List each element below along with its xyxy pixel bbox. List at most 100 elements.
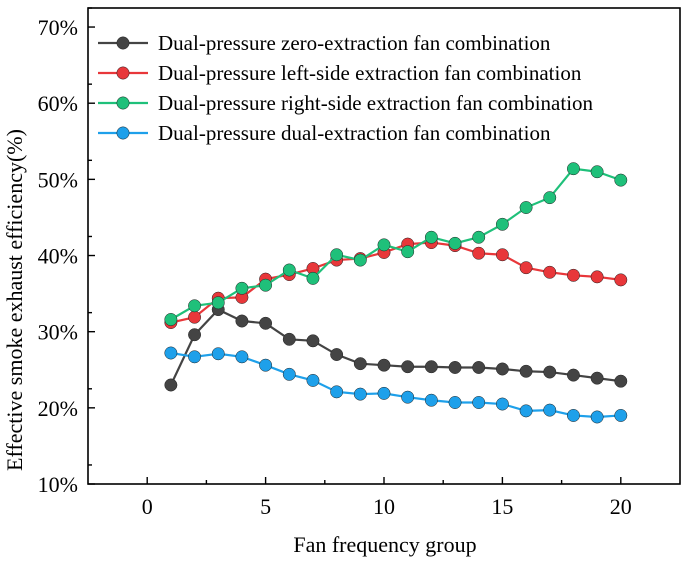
data-point [259,358,273,372]
data-point [519,404,533,418]
legend-marker [116,36,130,50]
legend-marker [116,66,130,80]
legend-entry: Dual-pressure left-side extraction fan c… [98,61,582,85]
series-2 [164,236,628,329]
y-tick-label: 50% [38,167,78,192]
data-point [543,403,557,417]
data-point [614,409,628,422]
data-point [566,368,580,382]
data-point [353,357,367,371]
data-point [519,364,533,378]
data-point [259,278,273,292]
data-point [614,273,628,287]
data-point [424,230,438,244]
data-point [519,261,533,275]
data-point [472,230,486,244]
data-point [330,248,344,262]
x-tick-label: 0 [142,494,153,519]
data-point [259,316,273,330]
data-point [353,253,367,267]
x-tick-label: 5 [260,494,271,519]
legend: Dual-pressure zero-extraction fan combin… [98,31,594,145]
y-tick-label: 60% [38,91,78,116]
data-point [306,373,320,387]
data-point [188,310,202,324]
legend-label: Dual-pressure left-side extraction fan c… [158,61,582,85]
axes: 10% 20% 30% 40% 50% 60% 70% 0 5 10 15 20 [38,7,681,519]
data-point [211,296,225,310]
data-point [188,350,202,364]
data-point [448,396,462,409]
data-point [306,271,320,285]
data-point [448,361,462,374]
y-tick-label: 70% [38,15,78,40]
data-point [164,313,178,326]
series-layer [164,162,628,424]
legend-label: Dual-pressure right-side extraction fan … [158,91,594,115]
series-1 [164,303,628,392]
x-tick-label: 15 [491,494,513,519]
data-point [401,245,415,259]
data-point [377,238,391,252]
data-point [495,362,509,376]
data-point [401,360,415,374]
data-point [306,334,320,348]
data-point [282,332,296,346]
data-point [472,361,486,374]
data-point [401,390,415,404]
legend-marker [116,96,130,110]
data-point [614,173,628,187]
data-point [495,397,509,411]
data-point [590,270,604,284]
data-point [566,409,580,422]
series-3 [164,162,628,326]
data-point [282,367,296,381]
data-point [543,191,557,205]
data-point [495,217,509,231]
data-point [235,314,249,328]
series-line [170,241,621,324]
y-tick-label: 20% [38,396,78,421]
legend-entry: Dual-pressure dual-extraction fan combin… [98,121,551,145]
x-axis-title: Fan frequency group [293,532,476,557]
data-point [330,348,344,361]
legend-entry: Dual-pressure right-side extraction fan … [98,91,594,115]
data-point [424,393,438,407]
data-point [566,162,580,176]
legend-label: Dual-pressure zero-extraction fan combin… [158,31,551,55]
data-point [590,165,604,179]
data-point [543,265,557,279]
data-point [424,360,438,374]
data-point [590,410,604,424]
data-point [472,396,486,409]
data-point [614,374,628,388]
data-point [543,365,557,379]
data-point [495,248,509,262]
data-point [566,268,580,282]
data-point [164,346,178,360]
data-point [282,263,296,277]
data-point [353,387,367,401]
series-4 [164,346,628,424]
data-point [377,386,391,400]
x-tick-label: 20 [610,494,632,519]
data-point [448,236,462,250]
y-axis-title: Effective smoke exhaust efficiency(%) [2,129,27,471]
y-tick-label: 10% [38,472,78,497]
legend-label: Dual-pressure dual-extraction fan combin… [158,121,551,145]
legend-marker [116,126,130,140]
data-point [519,201,533,214]
data-point [330,385,344,399]
legend-entry: Dual-pressure zero-extraction fan combin… [98,31,551,55]
y-tick-label: 30% [38,320,78,345]
data-point [590,371,604,385]
data-point [235,281,249,295]
data-point [235,350,249,364]
y-tick-label: 40% [38,244,78,269]
data-point [211,347,225,361]
data-point [164,378,178,392]
data-point [377,358,391,372]
x-tick-label: 10 [373,494,395,519]
